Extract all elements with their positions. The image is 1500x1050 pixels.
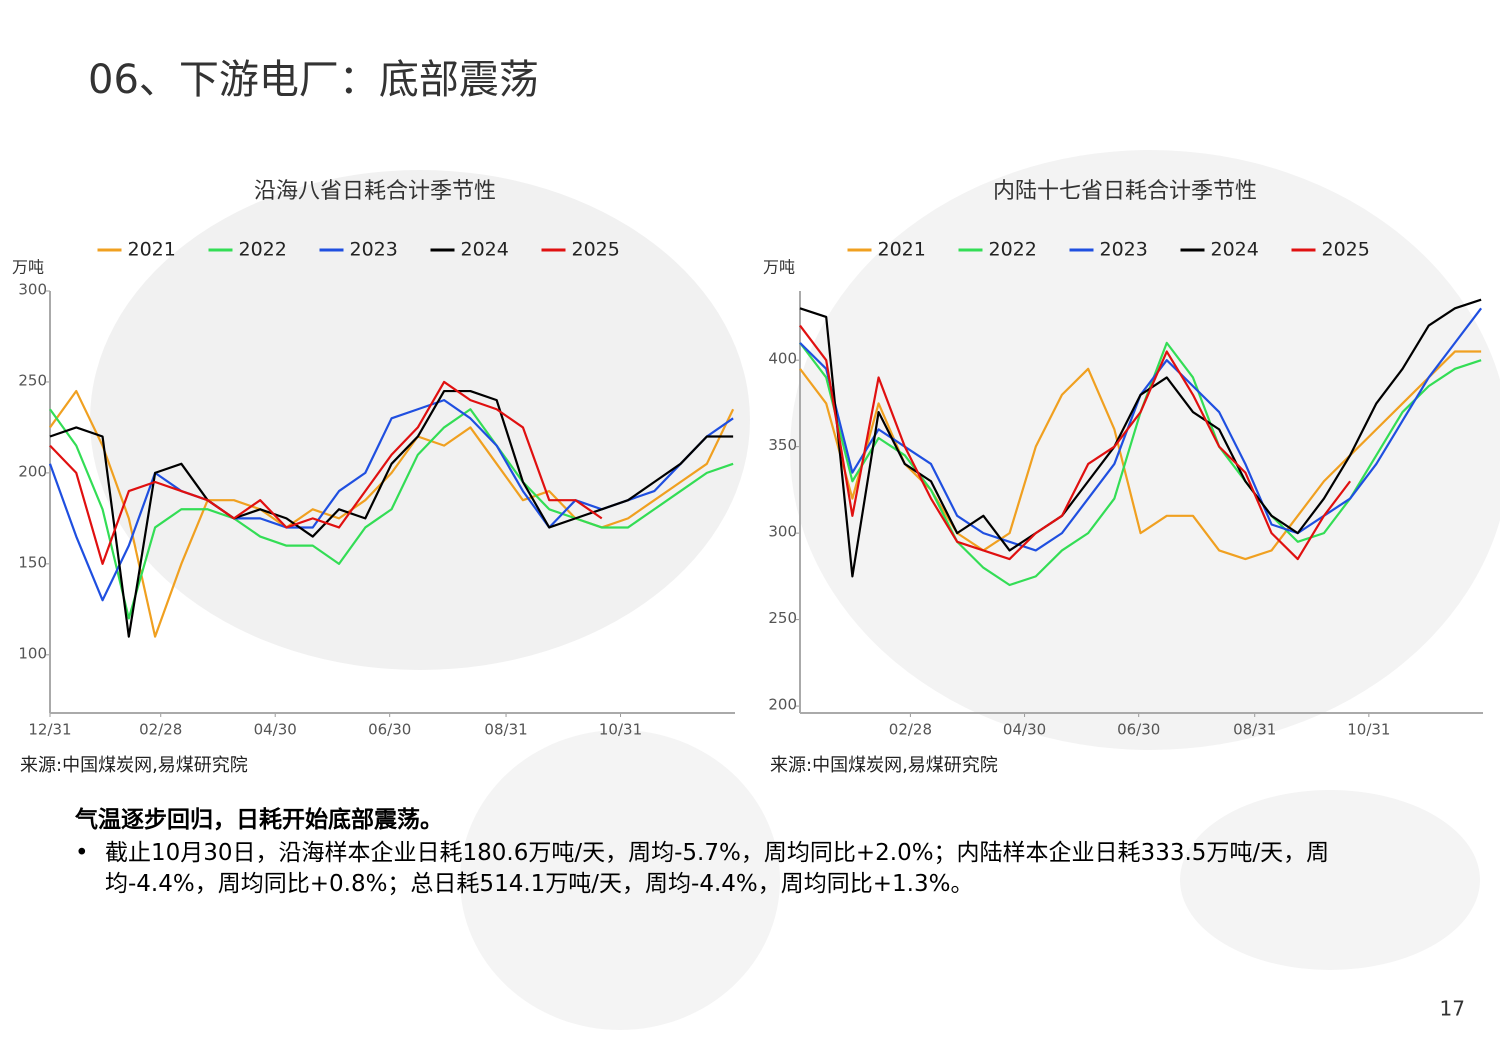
legend-label: 2021	[878, 239, 926, 261]
series-line	[799, 324, 1352, 561]
source-note: 来源:中国煤炭网,易煤研究院	[20, 755, 248, 776]
y-tick-label: 100	[18, 644, 47, 662]
x-tick-label: 08/31	[484, 721, 527, 739]
x-tick-label: 12/31	[28, 721, 71, 739]
series-line	[49, 389, 734, 638]
series-line	[799, 350, 1482, 561]
legend-label: 2025	[1322, 239, 1370, 261]
y-tick-label: 250	[768, 609, 797, 627]
page-number: 17	[1440, 997, 1465, 1021]
series-line	[49, 408, 734, 620]
y-tick-label: 350	[768, 436, 797, 454]
legend-label: 2023	[350, 239, 398, 261]
x-tick-label: 06/30	[1117, 721, 1160, 739]
y-tick-label: 300	[768, 523, 797, 541]
legend-label: 2024	[1211, 239, 1259, 261]
map-shape	[90, 170, 750, 670]
summary: 气温逐步回归，日耗开始底部震荡。 截止10月30日，沿海样本企业日耗180.6万…	[75, 800, 1435, 900]
x-tick-label: 08/31	[1233, 721, 1276, 739]
series-line	[49, 380, 603, 565]
y-tick-label: 300	[18, 281, 47, 299]
legend-label: 2024	[461, 239, 509, 261]
legend-label: 2021	[128, 239, 176, 261]
chart-title: 内陆十七省日耗合计季节性	[993, 179, 1257, 204]
y-tick-label: 150	[18, 553, 47, 571]
x-tick-label: 10/31	[1347, 721, 1390, 739]
series-line	[49, 389, 735, 638]
x-tick-label: 04/30	[1003, 721, 1046, 739]
y-tick-label: 200	[768, 696, 797, 714]
legend-label: 2022	[239, 239, 287, 261]
x-tick-label: 10/31	[599, 721, 642, 739]
summary-heading: 气温逐步回归，日耗开始底部震荡。	[75, 807, 443, 833]
series-line	[799, 298, 1482, 578]
y-axis-label: 万吨	[12, 258, 44, 277]
legend-label: 2025	[572, 239, 620, 261]
y-tick-label: 400	[768, 350, 797, 368]
x-tick-label: 02/28	[139, 721, 182, 739]
chart-title: 沿海八省日耗合计季节性	[254, 179, 496, 204]
slide-title: 06、下游电厂：底部震荡	[88, 57, 539, 103]
x-tick-label: 02/28	[889, 721, 932, 739]
y-tick-label: 250	[18, 371, 47, 389]
x-tick-label: 06/30	[368, 721, 411, 739]
legend-label: 2022	[989, 239, 1037, 261]
summary-bullet: 截止10月30日，沿海样本企业日耗180.6万吨/天，周均-5.7%，周均同比+…	[75, 838, 1435, 900]
y-tick-label: 200	[18, 462, 47, 480]
map-shape	[790, 150, 1500, 750]
legend-label: 2023	[1100, 239, 1148, 261]
y-axis-label: 万吨	[763, 258, 795, 277]
x-tick-label: 04/30	[254, 721, 297, 739]
source-note: 来源:中国煤炭网,易煤研究院	[770, 755, 998, 776]
